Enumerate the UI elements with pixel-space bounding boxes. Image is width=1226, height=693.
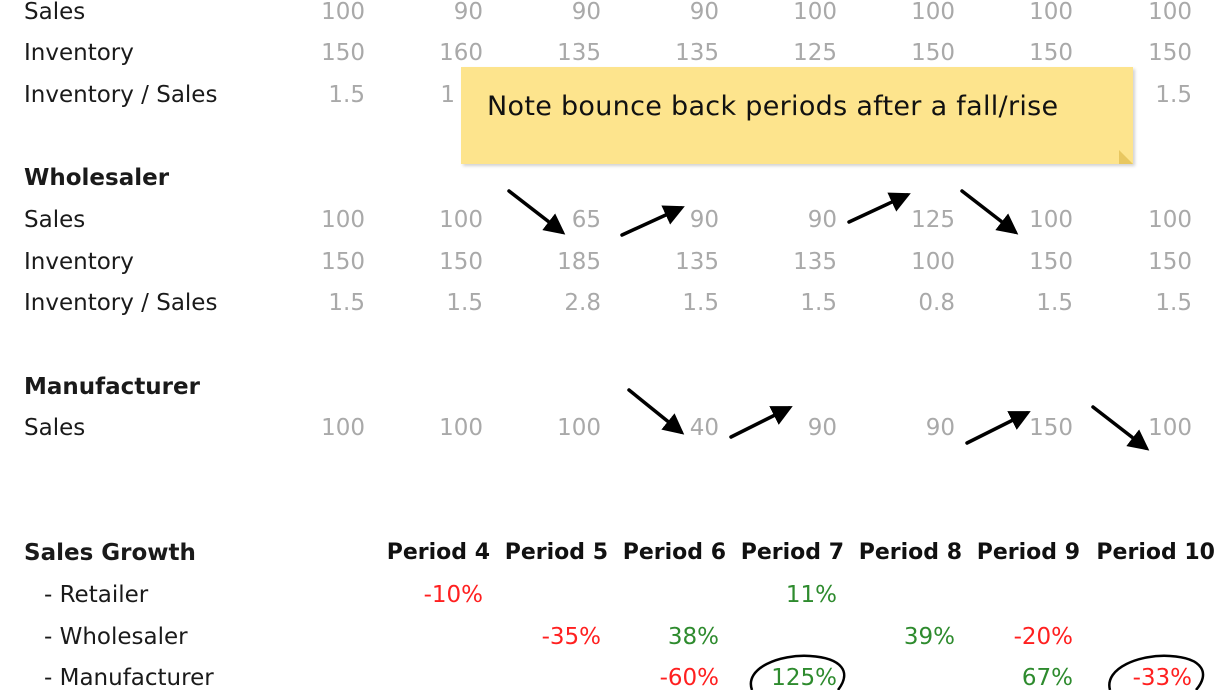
sales-growth-title: Sales Growth	[24, 540, 196, 566]
sticky-note: Note bounce back periods after a fall/ri…	[461, 67, 1133, 164]
cell: 100	[1148, 415, 1192, 441]
growth-wholesaler-label: - Wholesaler	[44, 624, 188, 650]
cell: 150	[1029, 415, 1073, 441]
period-header: Period 6	[622, 540, 726, 565]
arrow-up-icon	[729, 406, 793, 439]
cell: 100	[321, 0, 365, 25]
cell: 1.5	[1155, 290, 1192, 316]
cell: 125	[793, 40, 837, 66]
growth-cell: -60%	[659, 665, 719, 691]
cell: 125	[911, 207, 955, 233]
cell: 90	[807, 207, 837, 233]
growth-cell: 11%	[785, 582, 837, 608]
cell: 100	[1148, 0, 1192, 25]
growth-cell: 39%	[903, 624, 955, 650]
wholesaler-ratio-label: Inventory / Sales	[24, 290, 218, 316]
circle-mark	[749, 654, 846, 690]
arrow-down-icon	[1091, 405, 1150, 451]
wholesaler-sales-label: Sales	[24, 207, 86, 233]
retailer-inventory-label: Inventory	[24, 40, 134, 66]
arrow-up-icon	[620, 205, 685, 237]
growth-cell: 67%	[1021, 665, 1073, 691]
cell: 160	[439, 40, 483, 66]
growth-cell: 125%	[771, 665, 837, 691]
growth-cell: -33%	[1132, 665, 1192, 691]
manufacturer-title: Manufacturer	[24, 374, 200, 400]
cell: 90	[689, 0, 719, 25]
cell: 100	[1029, 207, 1073, 233]
cell: 150	[1029, 40, 1073, 66]
growth-cell: -35%	[541, 624, 601, 650]
cell: 40	[689, 415, 719, 441]
period-header: Period 9	[976, 540, 1080, 565]
cell: 1.5	[1036, 290, 1073, 316]
growth-cell: -10%	[423, 582, 483, 608]
growth-cell: 38%	[667, 624, 719, 650]
cell: 150	[321, 249, 365, 275]
growth-manufacturer-label: - Manufacturer	[44, 665, 214, 691]
retailer-sales-label: Sales	[24, 0, 86, 25]
cell: 150	[321, 40, 365, 66]
cell: 90	[453, 0, 483, 25]
cell: 1.5	[328, 290, 365, 316]
cell: 100	[439, 415, 483, 441]
cell: 100	[911, 0, 955, 25]
period-header: Period 10	[1096, 540, 1215, 565]
cell: 1.5	[682, 290, 719, 316]
cell: 90	[807, 415, 837, 441]
arrow-down-icon	[507, 189, 566, 235]
cell: 1.5	[800, 290, 837, 316]
cell: 90	[925, 415, 955, 441]
arrow-up-icon	[847, 192, 911, 224]
cell: 150	[1029, 249, 1073, 275]
cell: 100	[1029, 0, 1073, 25]
cell: 100	[439, 207, 483, 233]
cell: 90	[571, 0, 601, 25]
cell: 100	[321, 207, 365, 233]
wholesaler-inventory-label: Inventory	[24, 249, 134, 275]
cell: 150	[1148, 249, 1192, 275]
cell: 185	[557, 249, 601, 275]
cell: 100	[1148, 207, 1192, 233]
cell: 0.8	[918, 290, 955, 316]
wholesaler-title: Wholesaler	[24, 165, 170, 191]
period-header: Period 7	[740, 540, 844, 565]
period-header: Period 8	[858, 540, 962, 565]
growth-cell: -20%	[1013, 624, 1073, 650]
retailer-ratio-label: Inventory / Sales	[24, 82, 218, 108]
cell: 65	[571, 207, 601, 233]
cell: 1.5	[446, 290, 483, 316]
arrow-down-icon	[960, 189, 1019, 235]
circle-mark	[1108, 654, 1205, 690]
cell: 135	[675, 40, 719, 66]
cell: 100	[557, 415, 601, 441]
cell: 100	[321, 415, 365, 441]
cell: 90	[689, 207, 719, 233]
cell: 135	[557, 40, 601, 66]
cell: 1.5	[328, 82, 365, 108]
arrow-down-icon	[627, 388, 685, 435]
cell: 2.8	[564, 290, 601, 316]
note-corner-fold	[1119, 150, 1133, 164]
cell: 1.5	[1155, 82, 1192, 108]
cell: 150	[439, 249, 483, 275]
cell: 135	[675, 249, 719, 275]
cell: 150	[911, 40, 955, 66]
note-text: Note bounce back periods after a fall/ri…	[487, 91, 1059, 122]
arrow-up-icon	[965, 411, 1031, 445]
manufacturer-sales-label: Sales	[24, 415, 86, 441]
growth-retailer-label: - Retailer	[44, 582, 149, 608]
period-header: Period 4	[386, 540, 490, 565]
cell: 150	[1148, 40, 1192, 66]
cell: 1	[440, 82, 455, 108]
cell: 100	[911, 249, 955, 275]
period-header: Period 5	[504, 540, 608, 565]
cell: 135	[793, 249, 837, 275]
cell: 100	[793, 0, 837, 25]
